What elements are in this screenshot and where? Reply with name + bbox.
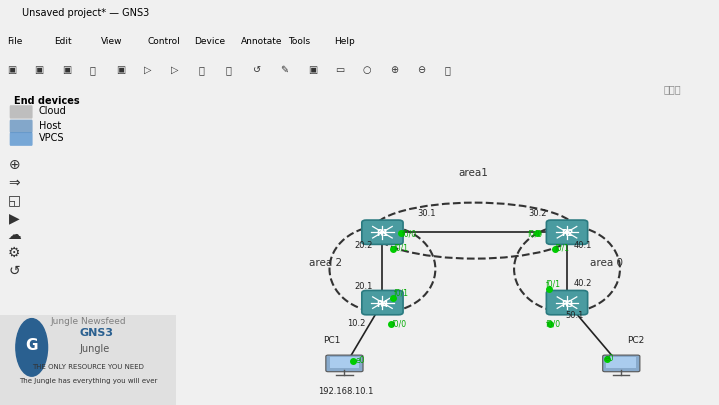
Text: area1: area1	[459, 168, 489, 178]
Circle shape	[16, 319, 47, 376]
Text: ↺: ↺	[253, 65, 261, 75]
Text: ⊕: ⊕	[390, 65, 398, 75]
Text: ▶: ▶	[9, 211, 19, 225]
Text: View: View	[101, 37, 122, 46]
Text: 亿速云: 亿速云	[664, 85, 681, 95]
Text: ⇒: ⇒	[9, 176, 20, 190]
Text: ⏱: ⏱	[89, 65, 95, 75]
Text: 40.1: 40.1	[574, 241, 592, 249]
Text: ◱: ◱	[7, 193, 21, 207]
FancyBboxPatch shape	[9, 105, 32, 119]
Bar	[0, 315, 176, 405]
Text: Jungle: Jungle	[79, 344, 109, 354]
Text: ✎: ✎	[280, 65, 288, 75]
Text: PC2: PC2	[627, 336, 644, 345]
Text: Control: Control	[147, 37, 180, 46]
FancyBboxPatch shape	[546, 290, 587, 315]
Text: ⊖: ⊖	[417, 65, 425, 75]
FancyBboxPatch shape	[546, 220, 587, 244]
Text: Annotate: Annotate	[241, 37, 283, 46]
Text: ☁: ☁	[7, 228, 21, 243]
Text: ⚙: ⚙	[8, 246, 20, 260]
Text: 192.168.10.1: 192.168.10.1	[319, 387, 374, 396]
Text: ↺: ↺	[9, 264, 20, 277]
Text: Jungle Newsfeed: Jungle Newsfeed	[50, 317, 126, 326]
Text: End devices: End devices	[14, 96, 80, 106]
Text: G: G	[25, 338, 38, 353]
Text: 10.2: 10.2	[347, 319, 365, 328]
FancyBboxPatch shape	[362, 220, 403, 244]
Text: R3: R3	[561, 300, 573, 309]
Text: f0/1: f0/1	[545, 279, 560, 289]
Text: Edit: Edit	[54, 37, 72, 46]
Text: THE ONLY RESOURCE YOU NEED: THE ONLY RESOURCE YOU NEED	[32, 364, 144, 370]
FancyBboxPatch shape	[326, 355, 363, 372]
Text: e0: e0	[605, 354, 615, 363]
Text: Tools: Tools	[288, 37, 310, 46]
Text: ▣: ▣	[308, 65, 317, 75]
Text: ⏸: ⏸	[198, 65, 204, 75]
Text: ○: ○	[362, 65, 371, 75]
Text: R2: R2	[561, 229, 573, 238]
FancyBboxPatch shape	[607, 357, 636, 368]
Text: 20.1: 20.1	[354, 282, 372, 291]
Text: R4: R4	[376, 300, 389, 309]
Text: area 2: area 2	[309, 258, 342, 268]
FancyBboxPatch shape	[9, 119, 32, 133]
Text: ▷: ▷	[144, 65, 151, 75]
Text: ▷: ▷	[171, 65, 178, 75]
Text: Cloud: Cloud	[39, 106, 66, 116]
Text: f0/0: f0/0	[528, 229, 543, 238]
Text: 40.2: 40.2	[574, 279, 592, 288]
Text: PC1: PC1	[323, 336, 340, 345]
Text: ▭: ▭	[335, 65, 344, 75]
Text: 20.2: 20.2	[354, 241, 372, 249]
FancyBboxPatch shape	[603, 355, 640, 372]
Text: The Jungle has everything you will ever: The Jungle has everything you will ever	[19, 378, 157, 384]
Text: ⬛: ⬛	[226, 65, 232, 75]
Text: 30.2: 30.2	[528, 209, 546, 217]
Text: area 0: area 0	[590, 258, 623, 268]
FancyBboxPatch shape	[362, 290, 403, 315]
Text: ▣: ▣	[7, 65, 17, 75]
Text: Unsaved project* — GNS3: Unsaved project* — GNS3	[22, 8, 149, 18]
FancyBboxPatch shape	[329, 357, 360, 368]
Text: f0/1: f0/1	[393, 243, 408, 252]
Text: f0/1: f0/1	[393, 289, 408, 298]
Text: ⊕: ⊕	[9, 158, 20, 172]
Text: f0/0: f0/0	[402, 229, 417, 238]
Text: ▣: ▣	[62, 65, 71, 75]
Text: f0/1: f0/1	[554, 243, 569, 252]
Text: 50.1: 50.1	[565, 311, 584, 320]
Text: f0/0: f0/0	[545, 319, 560, 328]
FancyBboxPatch shape	[9, 132, 32, 146]
Text: e0: e0	[355, 356, 365, 365]
Text: Help: Help	[334, 37, 355, 46]
Text: File: File	[7, 37, 22, 46]
Text: 30.1: 30.1	[418, 209, 436, 217]
Text: VPCS: VPCS	[39, 134, 64, 143]
Text: f0/0: f0/0	[392, 320, 408, 328]
Text: Host: Host	[39, 121, 61, 131]
Text: ▣: ▣	[35, 65, 44, 75]
Text: GNS3: GNS3	[79, 328, 114, 338]
Text: Device: Device	[194, 37, 225, 46]
Text: ▣: ▣	[116, 65, 126, 75]
Text: R1: R1	[376, 229, 389, 238]
Text: 📷: 📷	[444, 65, 450, 75]
